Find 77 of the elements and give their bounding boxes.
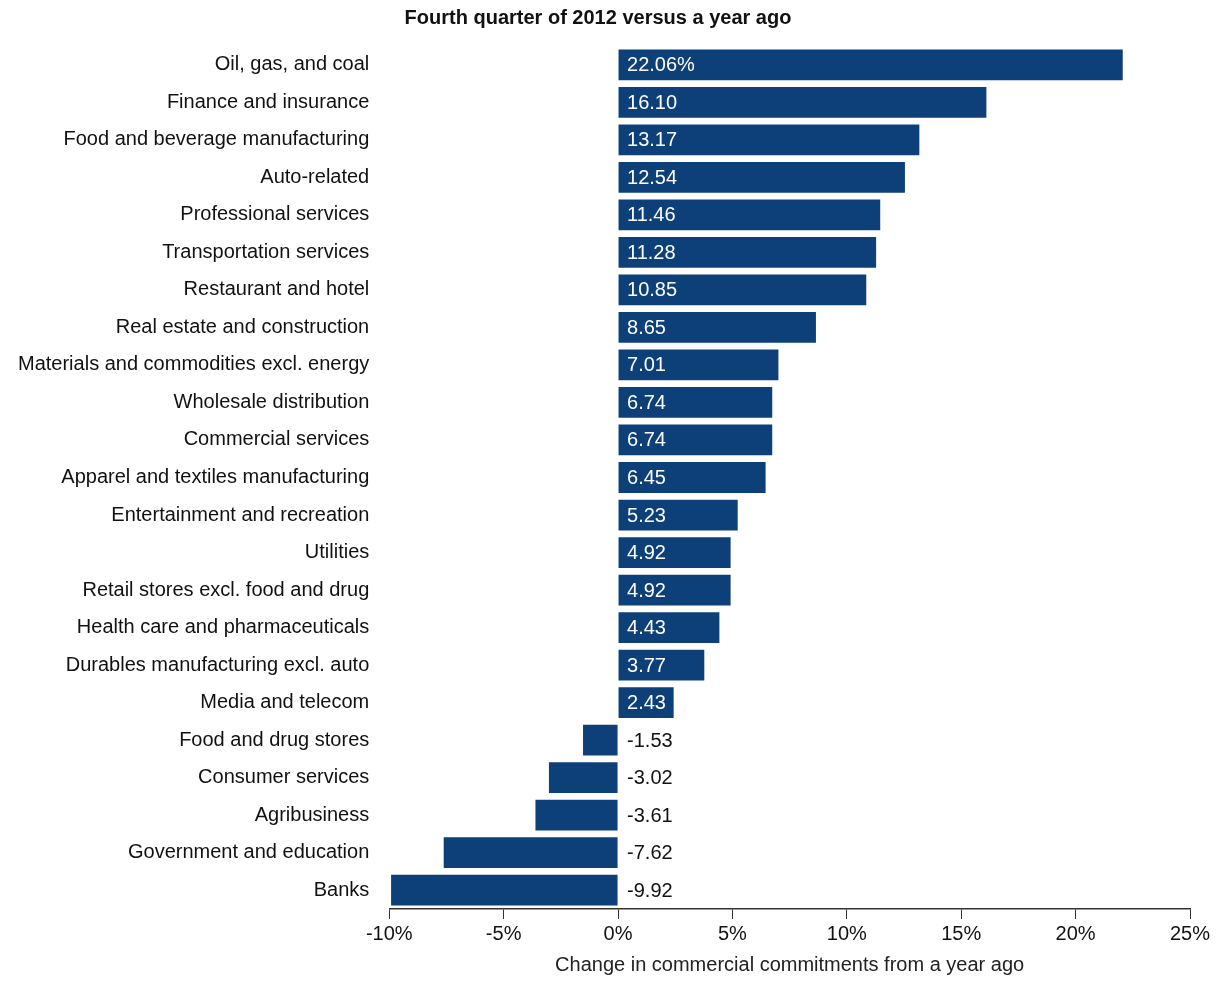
- data-label: 4.92: [627, 578, 666, 601]
- bar: [618, 424, 773, 456]
- data-label: -3.02: [627, 766, 673, 789]
- y-tick-label: Consumer services: [198, 765, 370, 788]
- y-tick-label: Restaurant and hotel: [183, 277, 370, 300]
- y-tick-label: Finance and insurance: [166, 89, 370, 112]
- x-tick-label: 10%: [826, 921, 868, 944]
- data-label: 8.65: [627, 315, 666, 338]
- data-label: 6.74: [627, 428, 666, 451]
- y-tick-label: Real estate and construction: [115, 314, 370, 337]
- x-tick-label: 15%: [941, 921, 982, 944]
- bar: [618, 161, 905, 193]
- y-tick-label: Food and beverage manufacturing: [63, 127, 370, 150]
- x-tick-label: -5%: [485, 921, 522, 944]
- y-tick-label: Durables manufacturing excl. auto: [65, 652, 370, 675]
- y-tick-label: Apparel and textiles manufacturing: [61, 465, 370, 488]
- x-tick-label: -10%: [365, 921, 413, 944]
- data-label: 10.85: [627, 278, 678, 301]
- data-label: 11.46: [627, 203, 676, 226]
- data-label: -7.62: [627, 841, 673, 864]
- bar: [618, 462, 766, 493]
- y-tick-label: Banks: [313, 877, 370, 900]
- bar: [618, 499, 738, 531]
- data-label: -3.61: [627, 803, 673, 826]
- data-label: 4.92: [627, 541, 666, 564]
- bar: [618, 236, 877, 268]
- y-tick-label: Wholesale distribution: [173, 389, 370, 412]
- bar: [391, 874, 618, 906]
- x-tick-label: 25%: [1169, 921, 1211, 944]
- bar: [618, 274, 867, 306]
- y-tick-label: Government and education: [127, 840, 370, 863]
- y-tick-label: Professional services: [180, 202, 370, 225]
- bar: [618, 537, 731, 568]
- bar: [618, 387, 773, 418]
- y-tick-label: Food and drug stores: [179, 727, 370, 750]
- data-label: 4.43: [627, 616, 666, 639]
- y-tick-label: Health care and pharmaceuticals: [76, 615, 370, 638]
- x-tick-label: 0%: [603, 921, 633, 944]
- y-tick-label: Materials and commodities excl. energy: [17, 352, 370, 375]
- y-tick-label: Auto-related: [260, 164, 370, 187]
- x-tick-label: 20%: [1055, 921, 1096, 944]
- y-tick-label: Commercial services: [183, 427, 370, 450]
- bar: [618, 312, 816, 343]
- bar: [618, 86, 987, 118]
- x-axis-title: Change in commercial commitments from a year ago: [555, 952, 1025, 975]
- bar: [443, 837, 618, 869]
- bar: [618, 124, 920, 156]
- data-label: 16.10: [627, 90, 678, 113]
- y-tick-label: Oil, gas, and coal: [214, 52, 370, 75]
- data-label: 3.77: [627, 653, 666, 676]
- data-label: 11.28: [627, 240, 676, 263]
- bar: [618, 574, 731, 606]
- bar: [618, 199, 881, 231]
- data-label: 12.54: [627, 165, 678, 188]
- data-label: 6.74: [627, 390, 666, 413]
- data-label: 7.01: [627, 353, 666, 376]
- data-label: -9.92: [627, 878, 673, 901]
- x-tick-label: 5%: [717, 921, 748, 944]
- y-tick-label: Transportation services: [162, 239, 370, 262]
- y-tick-label: Media and telecom: [200, 690, 370, 713]
- chart-title: Fourth quarter of 2012 versus a year ago: [404, 5, 792, 28]
- bar: [548, 762, 618, 794]
- data-label: 5.23: [627, 503, 666, 526]
- y-tick-label: Retail stores excl. food and drug: [82, 577, 370, 600]
- data-label: 2.43: [627, 691, 666, 714]
- data-label: 13.17: [627, 128, 678, 151]
- bar: [618, 349, 779, 381]
- y-tick-label: Entertainment and recreation: [111, 502, 370, 525]
- y-tick-label: Utilities: [304, 540, 370, 563]
- bar: [618, 612, 720, 643]
- bar: [583, 724, 618, 756]
- data-label: 6.45: [627, 466, 666, 489]
- y-tick-label: Agribusiness: [254, 802, 370, 825]
- data-label: -1.53: [627, 728, 673, 751]
- bar: [535, 799, 618, 831]
- bar: [618, 49, 1123, 81]
- data-label: 22.06%: [627, 53, 696, 76]
